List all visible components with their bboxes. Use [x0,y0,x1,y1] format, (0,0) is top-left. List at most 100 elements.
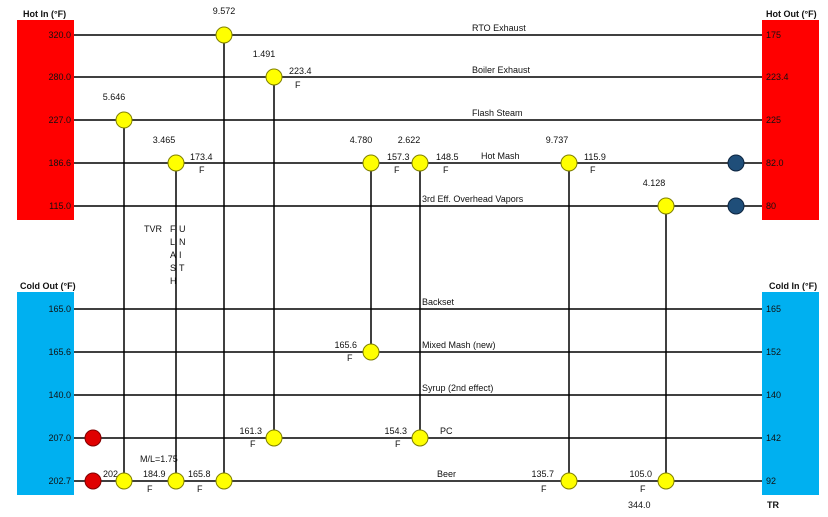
heater-node[interactable] [84,472,102,490]
f-label: F [199,165,205,175]
hot-out-temp: 80 [766,201,776,211]
tr-header: TR [767,500,779,510]
cooler-node[interactable] [727,197,745,215]
temp-label: 173.4 [190,152,213,162]
exchanger-node[interactable] [560,472,578,490]
cold-out-temp: 165.6 [48,347,71,357]
unit-letter: T [179,263,185,273]
exchanger-node[interactable] [167,154,185,172]
temp-label: 184.9 [143,469,166,479]
hot-in-panel [17,20,74,220]
stream-name-boiler-exhaust: Boiler Exhaust [472,65,531,75]
f-label: F [197,484,203,494]
hot-in-temp: 186.6 [48,158,71,168]
tvr-label: TVR [144,224,163,234]
duty-label: 5.646 [103,92,126,102]
flash-letter: F [170,224,176,234]
duty-label: 1.491 [253,49,276,59]
flash-letter: L [170,237,175,247]
exchanger-node[interactable] [362,154,380,172]
cold-in-temp: 140 [766,390,781,400]
cooler-node[interactable] [727,154,745,172]
exchanger-node[interactable] [115,111,133,129]
hot-in-temp: 320.0 [48,30,71,40]
temp-label: 202 [103,469,118,479]
f-label: F [295,80,301,90]
f-label: F [250,439,256,449]
unit-letter: I [179,250,182,260]
f-label: F [541,484,547,494]
temp-label: 161.3 [239,426,262,436]
hot-out-temp: 225 [766,115,781,125]
temp-label: 157.3 [387,152,410,162]
stream-name-mixed-mash: Mixed Mash (new) [422,340,496,350]
hot-in-temp: 280.0 [48,72,71,82]
stream-name-backset: Backset [422,297,455,307]
stream-name-syrup: Syrup (2nd effect) [422,383,493,393]
exchanger-node[interactable] [115,472,133,490]
f-label: F [147,484,153,494]
cold-in-panel [762,292,819,495]
exchanger-node[interactable] [362,343,380,361]
stream-name-flash-steam: Flash Steam [472,108,523,118]
temp-label: 135.7 [531,469,554,479]
cold-in-temp: 165 [766,304,781,314]
hot-out-temp: 82.0 [766,158,784,168]
exchanger-node[interactable] [215,472,233,490]
stream-name-rto-exhaust: RTO Exhaust [472,23,526,33]
temp-label: 165.8 [188,469,211,479]
flash-letter: H [170,276,177,286]
exchanger-node[interactable] [215,26,233,44]
cold-out-temp: 140.0 [48,390,71,400]
duty-label: 4.780 [350,135,373,145]
temp-label: 154.3 [384,426,407,436]
f-label: F [640,484,646,494]
duty-label: 3.465 [153,135,176,145]
cold-out-temp: 207.0 [48,433,71,443]
duty-label: 9.572 [213,6,236,16]
hot-out-header: Hot Out (°F) [766,9,817,19]
f-label: F [395,439,401,449]
heater-node[interactable] [84,429,102,447]
cold-out-panel [17,292,74,495]
hot-out-temp: 223.4 [766,72,789,82]
cold-out-header: Cold Out (°F) [20,281,76,291]
temp-label: 105.0 [629,469,652,479]
f-label: F [443,165,449,175]
stream-name-overhead-vapors: 3rd Eff. Overhead Vapors [422,194,524,204]
cold-in-temp: 92 [766,476,776,486]
cold-in-temp: 142 [766,433,781,443]
ml-ratio-label: M/L=1.75 [140,454,178,464]
duty-label: 4.128 [643,178,666,188]
exchanger-node[interactable] [167,472,185,490]
stream-name-hot-mash: Hot Mash [481,151,520,161]
exchanger-node[interactable] [265,68,283,86]
unit-letter: N [179,237,186,247]
exchanger-node[interactable] [411,154,429,172]
stream-name-pc: PC [440,426,453,436]
hot-in-header: Hot In (°F) [23,9,66,19]
cold-out-temp: 165.0 [48,304,71,314]
temp-label: 165.6 [334,340,357,350]
duty-label: 2.622 [398,135,421,145]
exchanger-node[interactable] [411,429,429,447]
exchanger-node[interactable] [657,472,675,490]
exchanger-node[interactable] [265,429,283,447]
temp-label: 115.9 [584,152,606,162]
cold-in-header: Cold In (°F) [769,281,817,291]
hot-out-panel [762,20,819,220]
hot-out-temp: 175 [766,30,781,40]
f-label: F [394,165,400,175]
tr-value: 344.0 [628,500,651,510]
flash-letter: A [170,250,176,260]
duty-label: 9.737 [546,135,569,145]
hot-in-temp: 227.0 [48,115,71,125]
flash-letter: S [170,263,176,273]
f-label: F [590,165,596,175]
cold-out-temp: 202.7 [48,476,71,486]
exchanger-node[interactable] [560,154,578,172]
exchanger-node[interactable] [657,197,675,215]
temp-label: 223.4 [289,66,312,76]
temp-label: 148.5 [436,152,459,162]
